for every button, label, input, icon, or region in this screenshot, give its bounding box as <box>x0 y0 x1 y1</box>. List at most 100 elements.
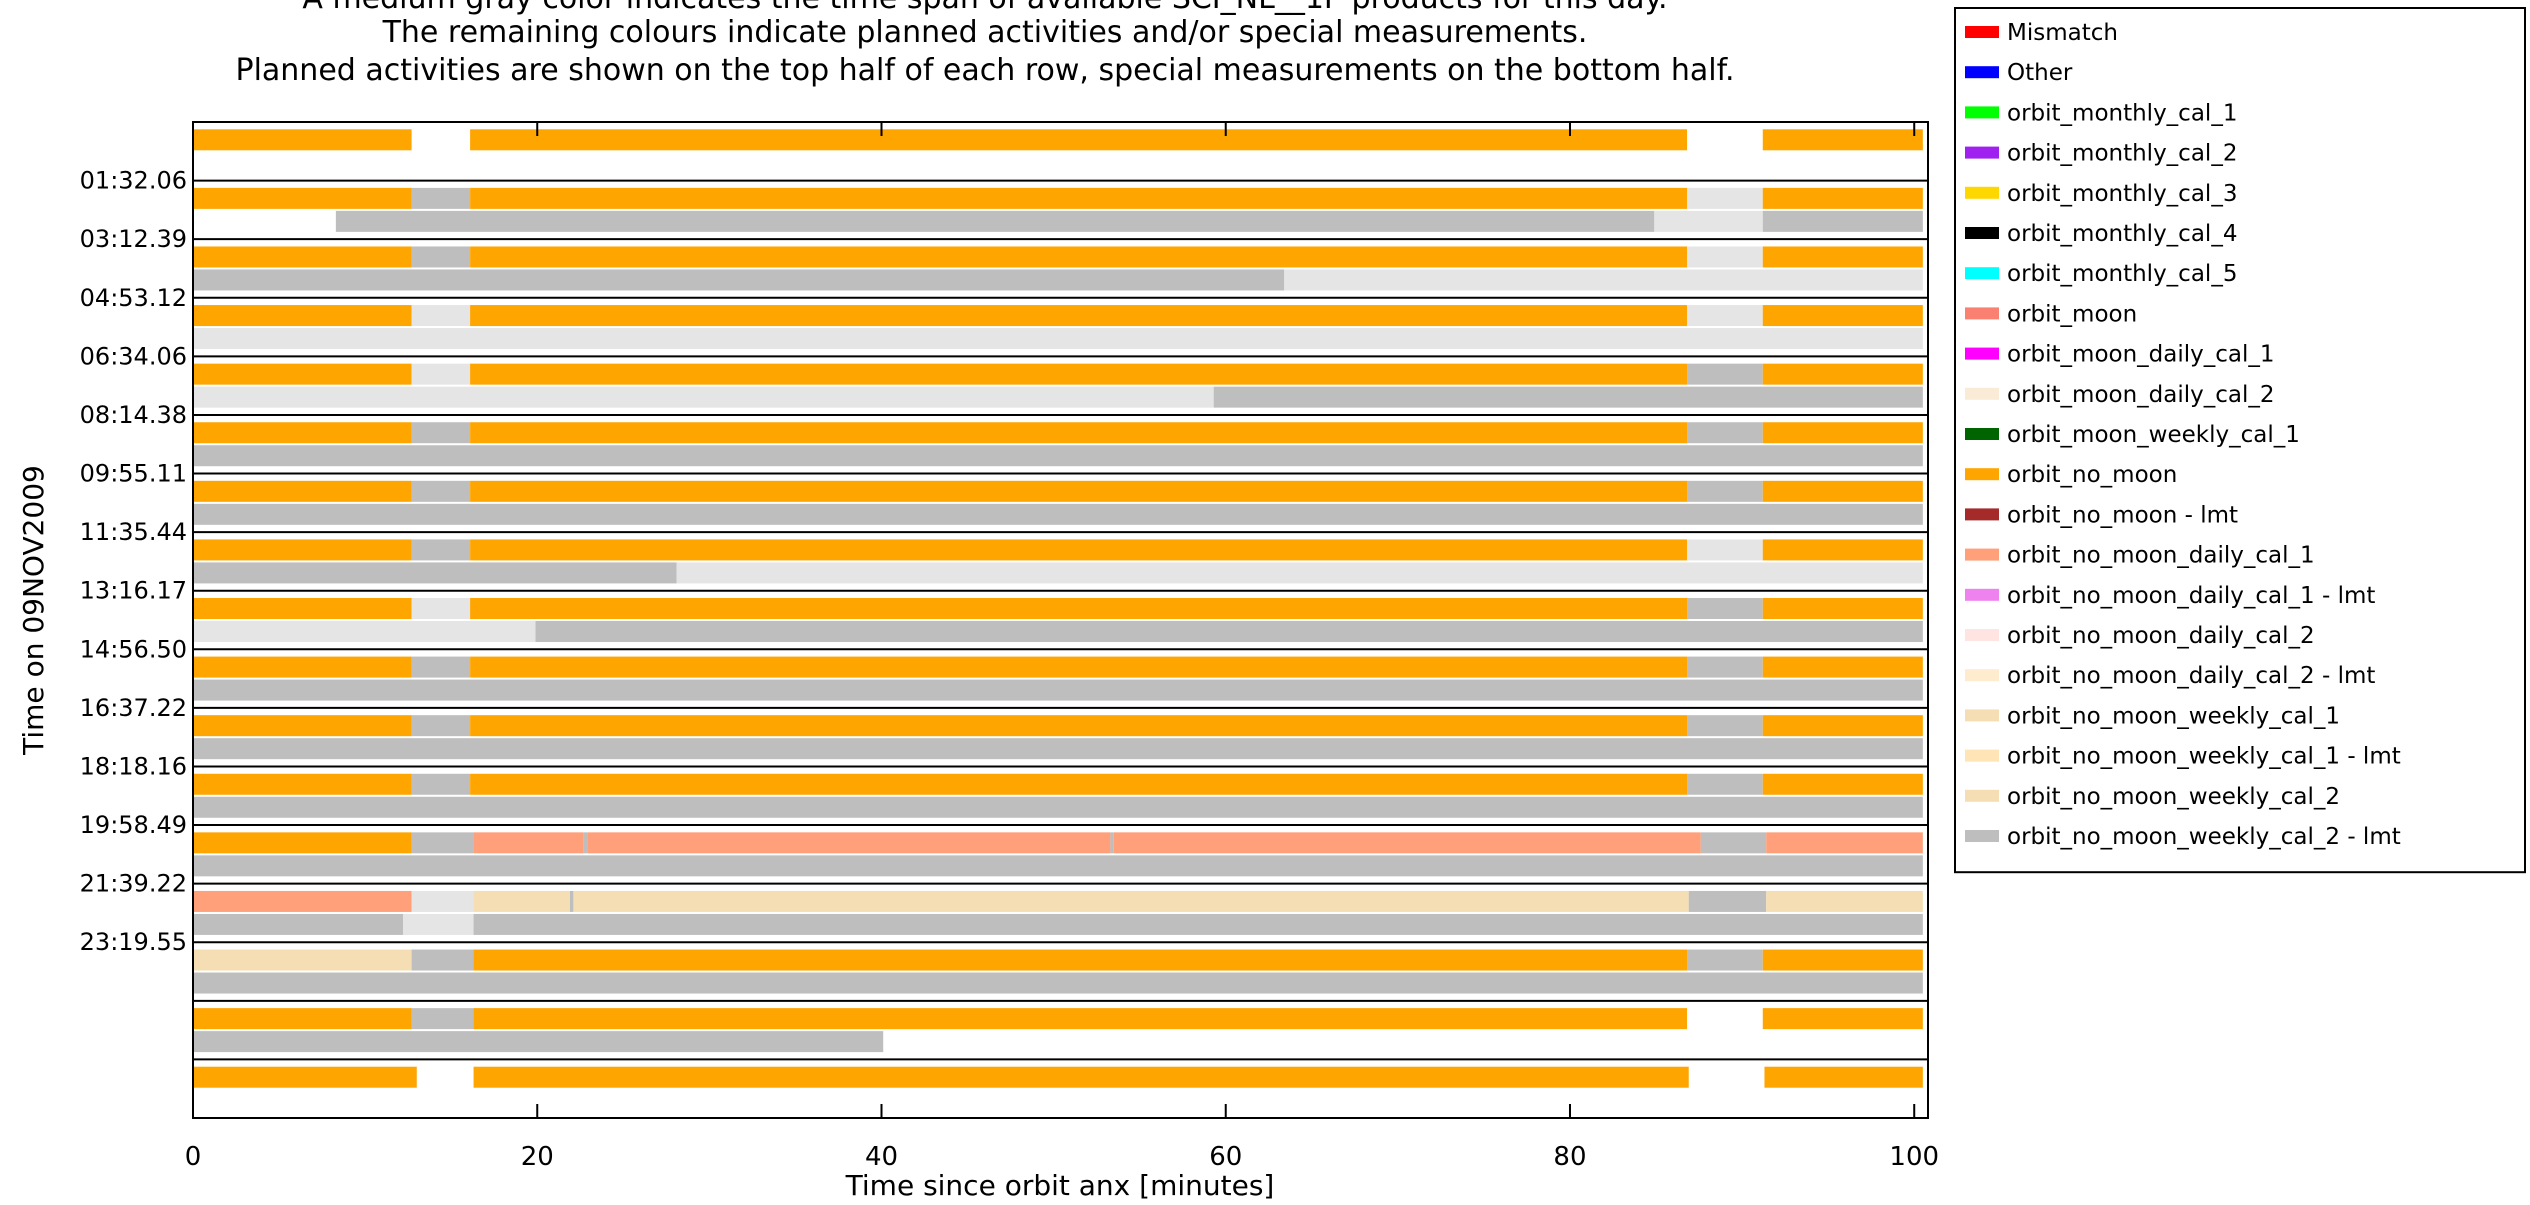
bar-bottom-row-8-seg-1 <box>193 562 677 584</box>
legend-swatch-20 <box>1965 789 1999 802</box>
x-tick-label-40: 40 <box>865 1142 898 1172</box>
bar-top-row-15-seg-3 <box>473 949 1688 971</box>
bar-top-row-8-seg-1 <box>193 539 412 561</box>
legend-swatch-18 <box>1965 709 1999 722</box>
legend-swatch-5 <box>1965 186 1999 199</box>
title-line-2: The remaining colours indicate planned a… <box>382 15 1588 50</box>
bar-top-row-14-seg-4 <box>569 890 574 912</box>
legend-label-9: orbit_moon_daily_cal_1 <box>2007 342 2275 368</box>
legend-swatch-8 <box>1965 307 1999 320</box>
bar-top-row-4-seg-1 <box>193 305 412 327</box>
y-tick-label-5: 08:14.38 <box>80 401 187 429</box>
bar-top-row-11-seg-1 <box>193 715 412 737</box>
bar-top-row-2-seg-5 <box>1762 187 1923 209</box>
bar-bottom-row-9-seg-1 <box>193 621 536 642</box>
bar-bottom-row-15-seg-1 <box>193 972 1923 994</box>
bar-top-row-16-seg-4 <box>1762 1008 1923 1030</box>
legend-label-6: orbit_monthly_cal_4 <box>2007 221 2237 247</box>
bar-top-row-14-seg-1 <box>193 890 412 912</box>
bar-top-row-11-seg-3 <box>470 715 1688 737</box>
bar-top-row-4-seg-2 <box>411 305 471 327</box>
bar-top-row-2-seg-3 <box>470 187 1688 209</box>
bar-top-row-3-seg-1 <box>193 246 412 268</box>
bar-top-row-14-seg-2 <box>411 890 474 912</box>
legend-swatch-14 <box>1965 548 1999 561</box>
bar-top-row-16-seg-3 <box>473 1008 1688 1030</box>
legend-label-5: orbit_monthly_cal_3 <box>2007 181 2237 207</box>
legend-label-17: orbit_no_moon_daily_cal_2 - lmt <box>2007 663 2375 689</box>
bar-top-row-12-seg-3 <box>470 773 1688 795</box>
title-line-1: A medium gray color indicates the time s… <box>302 0 1667 16</box>
legend-label-19: orbit_no_moon_weekly_cal_1 - lmt <box>2007 744 2401 770</box>
bar-bottom-row-4-seg-1 <box>193 328 1923 350</box>
bar-top-row-17-seg-3 <box>1764 1066 1923 1088</box>
bar-top-row-3-seg-5 <box>1762 246 1923 268</box>
legend-label-13: orbit_no_moon - lmt <box>2007 502 2238 528</box>
bar-bottom-row-2-seg-2 <box>1654 210 1763 232</box>
bar-bottom-row-14-seg-3 <box>473 913 1923 935</box>
bar-bottom-row-12-seg-1 <box>193 796 1923 818</box>
legend-label-10: orbit_moon_daily_cal_2 <box>2007 382 2275 408</box>
bar-top-row-17-seg-1 <box>193 1066 417 1088</box>
bar-top-row-6-seg-3 <box>470 422 1688 444</box>
bar-top-row-10-seg-3 <box>470 656 1688 678</box>
bar-top-row-9-seg-3 <box>470 598 1688 619</box>
bar-top-row-4-seg-3 <box>470 305 1688 327</box>
bar-top-row-7-seg-5 <box>1762 480 1923 502</box>
bar-top-row-14-seg-3 <box>473 890 570 912</box>
legend-label-21: orbit_no_moon_weekly_cal_2 - lmt <box>2007 824 2401 850</box>
bar-top-row-13-seg-7 <box>1113 832 1701 854</box>
legend-swatch-6 <box>1965 227 1999 239</box>
legend-label-11: orbit_moon_weekly_cal_1 <box>2007 422 2300 448</box>
bar-bottom-row-6-seg-1 <box>193 445 1923 467</box>
bar-top-row-7-seg-1 <box>193 480 412 502</box>
legend-label-7: orbit_monthly_cal_5 <box>2007 261 2237 287</box>
legend-label-3: orbit_monthly_cal_1 <box>2007 100 2237 126</box>
legend-label-12: orbit_no_moon <box>2007 462 2177 488</box>
activity-bars <box>193 129 1923 1088</box>
bar-bottom-row-2-seg-3 <box>1762 210 1923 232</box>
bar-top-row-4-seg-5 <box>1762 305 1923 327</box>
legend-label-16: orbit_no_moon_daily_cal_2 <box>2007 623 2315 649</box>
x-tick-label-60: 60 <box>1209 1142 1242 1172</box>
y-tick-label-14: 23:19.55 <box>80 928 187 956</box>
bar-top-row-6-seg-1 <box>193 422 412 444</box>
bar-top-row-15-seg-2 <box>411 949 474 971</box>
bar-top-row-9-seg-1 <box>193 598 412 619</box>
bar-top-row-11-seg-4 <box>1687 715 1763 737</box>
bar-top-row-8-seg-2 <box>411 539 471 561</box>
bar-top-row-12-seg-4 <box>1687 773 1763 795</box>
bar-top-row-14-seg-6 <box>1688 890 1767 912</box>
legend-label-2: Other <box>2007 60 2073 86</box>
legend-label-20: orbit_no_moon_weekly_cal_2 <box>2007 784 2340 810</box>
bar-top-row-6-seg-4 <box>1687 422 1763 444</box>
legend-label-14: orbit_no_moon_daily_cal_1 <box>2007 543 2315 569</box>
bar-bottom-row-8-seg-2 <box>676 562 1923 584</box>
legend-label-1: Mismatch <box>2007 20 2118 46</box>
bar-top-row-1-seg-1 <box>193 129 412 151</box>
y-tick-label-6: 09:55.11 <box>80 460 187 488</box>
bar-top-row-7-seg-4 <box>1687 480 1763 502</box>
bar-top-row-8-seg-5 <box>1762 539 1923 561</box>
y-axis: 01:32.06 03:12.39 04:53.12 06:34.06 08:14.38… <box>80 167 187 957</box>
bar-top-row-10-seg-5 <box>1762 656 1923 678</box>
x-tick-label-80: 80 <box>1553 1142 1586 1172</box>
legend-swatch-15 <box>1965 588 1999 601</box>
bar-bottom-row-3-seg-2 <box>1284 269 1923 291</box>
x-axis-label: Time since orbit anx [minutes] <box>845 1169 1275 1202</box>
bar-bottom-row-5-seg-1 <box>193 386 1214 408</box>
legend-swatch-10 <box>1965 387 1999 400</box>
bar-top-row-4-seg-4 <box>1687 305 1763 327</box>
bar-top-row-15-seg-1 <box>193 949 412 971</box>
chart-title: A medium gray color indicates the time s… <box>235 0 1734 88</box>
bar-top-row-15-seg-5 <box>1762 949 1923 971</box>
y-tick-label-4: 06:34.06 <box>80 342 187 370</box>
bar-top-row-11-seg-5 <box>1762 715 1923 737</box>
bar-top-row-9-seg-2 <box>411 598 471 619</box>
bar-bottom-row-2-seg-1 <box>335 210 1655 232</box>
legend-label-18: orbit_no_moon_weekly_cal_1 <box>2007 703 2340 729</box>
bar-top-row-3-seg-4 <box>1687 246 1763 268</box>
row-separators <box>193 179 1928 1061</box>
x-tick-label-0: 0 <box>185 1142 202 1172</box>
